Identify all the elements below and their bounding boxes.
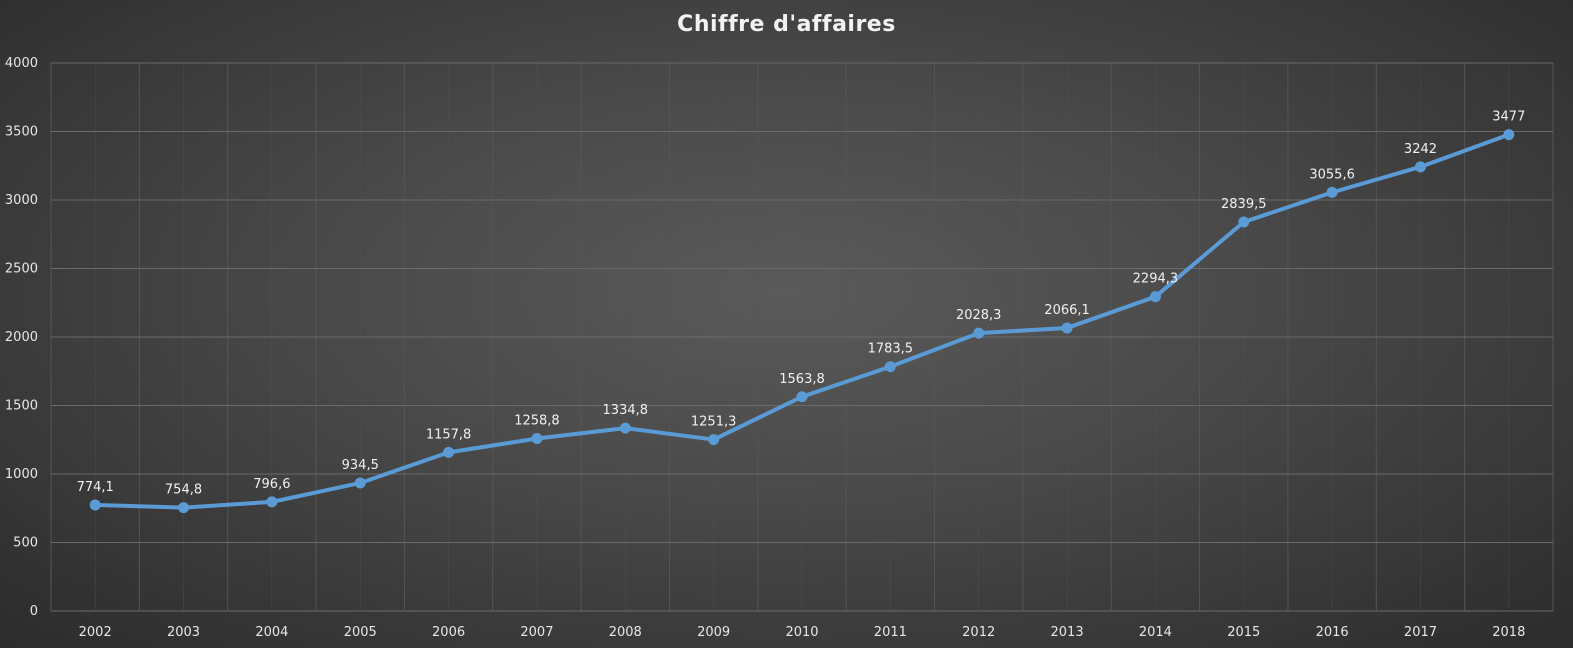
data-label: 2066,1 — [1044, 303, 1090, 318]
data-label: 1563,8 — [779, 372, 825, 387]
data-label-layer: 774,1 754,8 796,6 934,5 1157,8 1258,8 1334,8 12… — [77, 110, 1526, 498]
data-point — [884, 361, 896, 373]
y-tick-label: 4000 — [5, 56, 38, 71]
data-point — [1326, 186, 1338, 198]
data-point — [178, 502, 190, 514]
data-label: 3055,6 — [1309, 167, 1355, 182]
x-tick-label: 2017 — [1404, 625, 1437, 640]
data-label: 2839,5 — [1221, 197, 1267, 212]
x-tick-label: 2008 — [609, 625, 642, 640]
data-label: 754,8 — [165, 483, 202, 498]
data-point — [89, 499, 101, 511]
series-layer — [89, 129, 1515, 514]
data-point — [266, 496, 278, 508]
data-point — [1503, 129, 1515, 141]
x-tick-label: 2012 — [962, 625, 995, 640]
data-label: 1334,8 — [603, 403, 649, 418]
y-tick-label: 1500 — [5, 399, 38, 414]
x-tick-label: 2016 — [1316, 625, 1349, 640]
y-tick-label: 1000 — [5, 467, 38, 482]
x-tick-label: 2014 — [1139, 625, 1172, 640]
x-tick-label: 2003 — [167, 625, 200, 640]
data-label: 2028,3 — [956, 308, 1002, 323]
x-tick-label: 2013 — [1051, 625, 1084, 640]
data-label: 1783,5 — [868, 342, 914, 357]
data-point — [1149, 291, 1161, 303]
data-label: 3242 — [1404, 142, 1437, 157]
x-tick-label: 2006 — [432, 625, 465, 640]
axis-layer: 0 500 1000 1500 2000 2500 3000 3500 4000 2002 2003… — [5, 56, 1525, 640]
x-tick-label: 2009 — [697, 625, 730, 640]
x-tick-label: 2011 — [874, 625, 907, 640]
data-point — [1061, 322, 1073, 334]
data-point — [354, 477, 366, 489]
data-point — [796, 391, 808, 403]
x-tick-label: 2002 — [79, 625, 112, 640]
x-tick-label: 2007 — [520, 625, 553, 640]
data-point — [973, 327, 985, 339]
x-tick-label: 2004 — [255, 625, 288, 640]
x-tick-label: 2005 — [344, 625, 377, 640]
data-label: 934,5 — [342, 458, 379, 473]
data-label: 774,1 — [77, 480, 114, 495]
x-tick-label: 2010 — [785, 625, 818, 640]
x-tick-label: 2015 — [1227, 625, 1260, 640]
data-point — [1414, 161, 1426, 173]
data-point — [1238, 216, 1250, 228]
y-tick-label: 2500 — [5, 262, 38, 277]
data-label: 2294,3 — [1133, 272, 1179, 287]
chart-title: Chiffre d'affaires — [677, 12, 896, 37]
x-tick-label: 2018 — [1492, 625, 1525, 640]
data-point — [443, 446, 455, 458]
data-label: 796,6 — [253, 477, 290, 492]
y-tick-label: 500 — [13, 536, 38, 551]
grid-layer — [50, 62, 1554, 612]
data-label: 1258,8 — [514, 414, 560, 429]
y-tick-label: 3500 — [5, 125, 38, 140]
y-tick-label: 2000 — [5, 330, 38, 345]
data-label: 3477 — [1492, 110, 1525, 125]
y-tick-label: 0 — [30, 604, 38, 619]
data-label: 1157,8 — [426, 427, 472, 442]
y-tick-label: 3000 — [5, 193, 38, 208]
data-point — [619, 422, 631, 434]
data-label: 1251,3 — [691, 415, 737, 430]
data-point — [708, 434, 720, 446]
data-point — [531, 433, 543, 445]
